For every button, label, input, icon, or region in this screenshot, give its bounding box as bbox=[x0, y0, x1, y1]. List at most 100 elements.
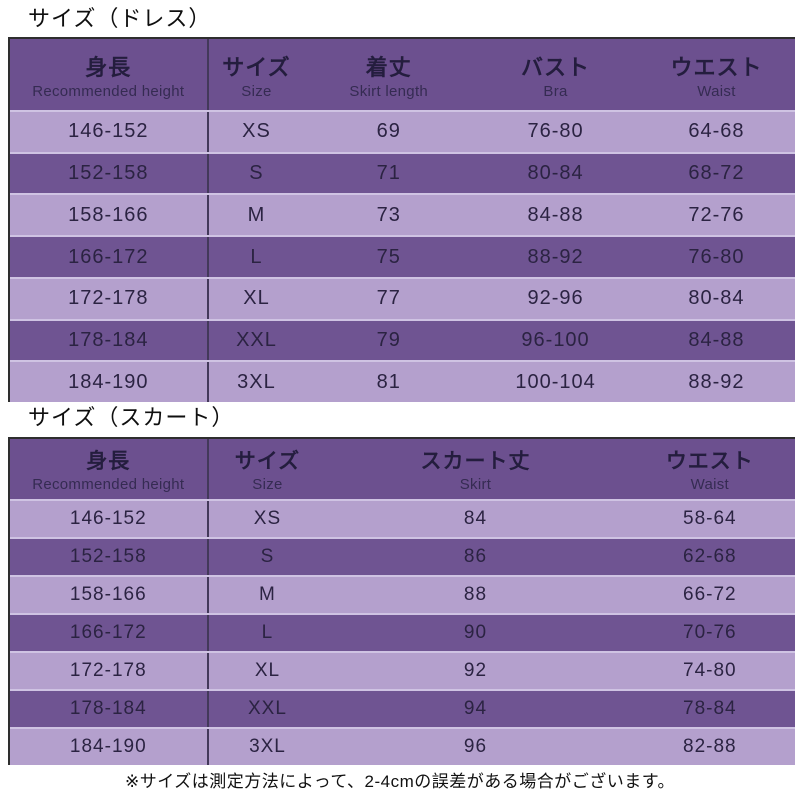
footer-note: ※サイズは測定方法によって、2-4cmの誤差がある場合がございます。 bbox=[124, 772, 676, 791]
skirt-header-height-en: Recommended height bbox=[32, 476, 185, 493]
skirt-header-size-jp: サイズ bbox=[234, 450, 301, 473]
cell-size: XL bbox=[243, 287, 270, 310]
cell-size: L bbox=[250, 245, 263, 268]
cell-height: 146-152 bbox=[10, 501, 209, 537]
dress-header-row: 身長 Recommended height サイズ Size 着丈 Skirt … bbox=[10, 39, 795, 110]
cell-waist: 82-88 bbox=[683, 736, 737, 757]
dress-header-height: 身長 Recommended height bbox=[10, 39, 209, 110]
dress-header-bust-jp: バスト bbox=[521, 54, 591, 80]
cell-skirt: 88 bbox=[463, 584, 488, 605]
table-row: 184-190 3XL 81 100-104 88-92 bbox=[10, 360, 795, 403]
table-row: 184-190 3XL 96 82-88 bbox=[10, 727, 795, 765]
table-row: 158-166 M 73 84-88 72-76 bbox=[10, 193, 795, 236]
skirt-header-skirtlen: スカート丈 Skirt bbox=[326, 439, 624, 499]
skirt-header-size: サイズ Size bbox=[209, 439, 327, 499]
cell-waist: 70-76 bbox=[683, 622, 737, 643]
cell-size: XXL bbox=[236, 328, 277, 351]
dress-header-size-jp: サイズ bbox=[222, 54, 291, 80]
cell-waist: 74-80 bbox=[683, 660, 737, 681]
cell-waist: 78-84 bbox=[683, 698, 737, 719]
cell-skirt: 92 bbox=[463, 660, 488, 681]
cell-waist: 88-92 bbox=[688, 370, 745, 393]
cell-waist: 84-88 bbox=[688, 328, 745, 351]
dress-size-table: 身長 Recommended height サイズ Size 着丈 Skirt … bbox=[8, 37, 795, 403]
table-row: 152-158 S 71 80-84 68-72 bbox=[10, 151, 795, 194]
skirt-header-skirtlen-en: Skirt bbox=[459, 476, 492, 493]
cell-skirt: 84 bbox=[463, 508, 488, 529]
cell-size: S bbox=[249, 162, 264, 185]
cell-waist: 72-76 bbox=[688, 203, 745, 226]
dress-header-waist-en: Waist bbox=[697, 82, 736, 100]
cell-height: 158-166 bbox=[10, 577, 209, 613]
cell-waist: 66-72 bbox=[683, 584, 737, 605]
skirt-header-waist: ウエスト Waist bbox=[625, 439, 795, 499]
cell-length: 81 bbox=[376, 370, 401, 393]
table-row: 178-184 XXL 94 78-84 bbox=[10, 689, 795, 727]
cell-length: 77 bbox=[376, 287, 401, 310]
skirt-header-waist-en: Waist bbox=[690, 476, 730, 493]
cell-height: 184-190 bbox=[10, 362, 209, 403]
cell-bust: 100-104 bbox=[515, 370, 596, 393]
skirt-header-height-jp: 身長 bbox=[86, 450, 131, 473]
dress-header-length-jp: 着丈 bbox=[365, 54, 412, 80]
cell-waist: 76-80 bbox=[688, 245, 745, 268]
dress-header-length: 着丈 Skirt length bbox=[304, 39, 473, 110]
table-row: 166-172 L 75 88-92 76-80 bbox=[10, 235, 795, 277]
cell-waist: 80-84 bbox=[688, 287, 745, 310]
cell-height: 166-172 bbox=[10, 237, 209, 277]
dress-table-title: サイズ（ドレス） bbox=[28, 6, 212, 31]
table-row: 146-152 XS 69 76-80 64-68 bbox=[10, 110, 795, 152]
cell-waist: 64-68 bbox=[688, 120, 745, 143]
skirt-header-size-en: Size bbox=[252, 476, 283, 493]
cell-skirt: 96 bbox=[463, 736, 488, 757]
table-row: 158-166 M 88 66-72 bbox=[10, 575, 795, 613]
cell-bust: 92-96 bbox=[527, 287, 584, 310]
cell-size: M bbox=[259, 584, 276, 605]
cell-length: 73 bbox=[376, 203, 401, 226]
skirt-size-table: 身長 Recommended height サイズ Size スカート丈 Ski… bbox=[8, 437, 795, 765]
cell-bust: 80-84 bbox=[527, 162, 584, 185]
skirt-header-waist-jp: ウエスト bbox=[665, 450, 754, 473]
cell-size: M bbox=[247, 203, 266, 226]
cell-size: S bbox=[260, 546, 275, 567]
cell-size: XXL bbox=[248, 698, 287, 719]
cell-height: 158-166 bbox=[10, 195, 209, 236]
dress-header-size: サイズ Size bbox=[209, 39, 305, 110]
cell-size: L bbox=[261, 622, 274, 643]
cell-height: 172-178 bbox=[10, 653, 209, 689]
cell-bust: 96-100 bbox=[521, 328, 590, 351]
cell-skirt: 90 bbox=[463, 622, 488, 643]
table-row: 152-158 S 86 62-68 bbox=[10, 537, 795, 575]
skirt-table-title: サイズ（スカート） bbox=[28, 405, 235, 430]
dress-header-bust-en: Bra bbox=[543, 82, 568, 100]
cell-size: XL bbox=[254, 660, 281, 681]
cell-bust: 88-92 bbox=[527, 245, 584, 268]
dress-header-waist-jp: ウエスト bbox=[670, 54, 763, 80]
cell-height: 166-172 bbox=[10, 615, 209, 651]
dress-header-waist: ウエスト Waist bbox=[638, 39, 795, 110]
cell-size: XS bbox=[242, 120, 271, 143]
cell-size: XS bbox=[253, 508, 282, 529]
skirt-header-row: 身長 Recommended height サイズ Size スカート丈 Ski… bbox=[10, 439, 795, 499]
cell-size: 3XL bbox=[237, 370, 276, 393]
cell-height: 172-178 bbox=[10, 278, 209, 319]
table-row: 146-152 XS 84 58-64 bbox=[10, 499, 795, 537]
cell-skirt: 86 bbox=[463, 546, 488, 567]
cell-length: 69 bbox=[376, 120, 401, 143]
cell-waist: 68-72 bbox=[688, 162, 745, 185]
cell-bust: 84-88 bbox=[527, 203, 584, 226]
cell-height: 178-184 bbox=[10, 320, 209, 361]
cell-height: 152-158 bbox=[10, 153, 209, 194]
table-row: 172-178 XL 92 74-80 bbox=[10, 651, 795, 689]
cell-length: 71 bbox=[376, 162, 401, 185]
dress-header-bust: バスト Bra bbox=[473, 39, 638, 110]
cell-height: 178-184 bbox=[10, 691, 209, 727]
cell-waist: 58-64 bbox=[683, 508, 737, 529]
skirt-header-height: 身長 Recommended height bbox=[10, 439, 209, 499]
dress-header-height-en: Recommended height bbox=[32, 82, 185, 100]
cell-height: 184-190 bbox=[10, 729, 209, 765]
cell-bust: 76-80 bbox=[527, 120, 584, 143]
cell-length: 75 bbox=[376, 245, 401, 268]
table-row: 178-184 XXL 79 96-100 84-88 bbox=[10, 318, 795, 361]
